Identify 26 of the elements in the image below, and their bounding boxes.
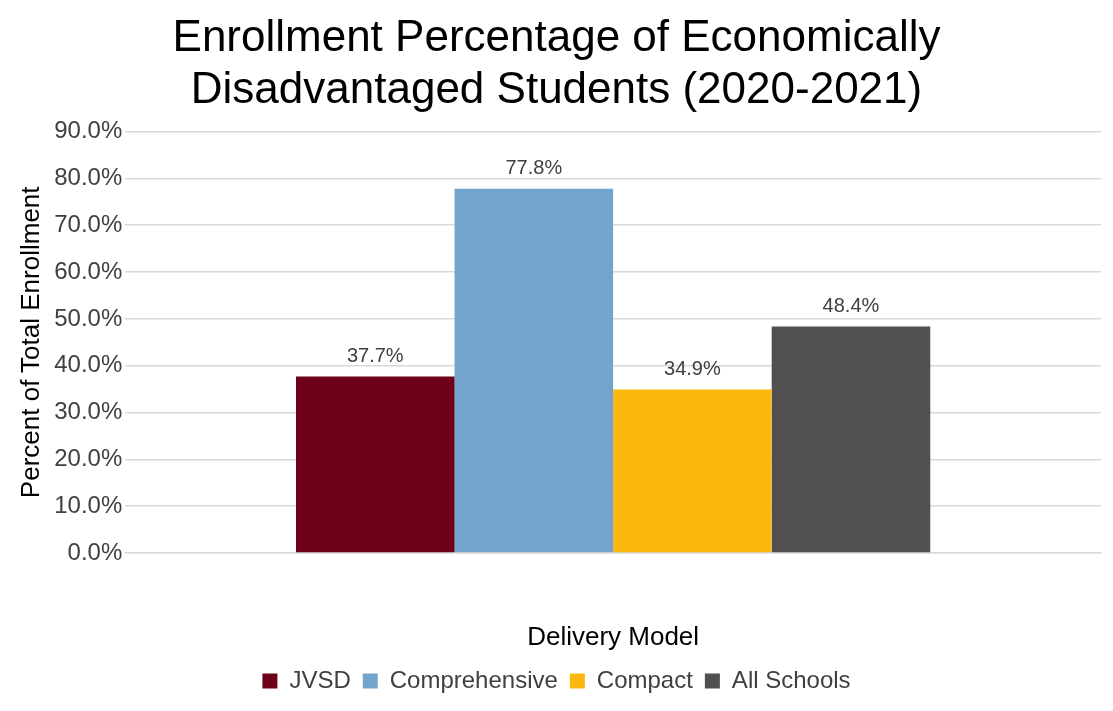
y-tick-label: 50.0% bbox=[54, 303, 123, 331]
y-tick-label: 10.0% bbox=[54, 490, 123, 518]
y-tick-label: 60.0% bbox=[54, 256, 123, 284]
y-tick-label: 90.0% bbox=[54, 116, 123, 144]
y-tick-label: 20.0% bbox=[54, 443, 123, 471]
data-label: 48.4% bbox=[822, 293, 880, 316]
data-label: 34.9% bbox=[664, 357, 721, 380]
bar bbox=[613, 389, 772, 553]
y-tick-label: 80.0% bbox=[54, 163, 123, 191]
data-label: 37.7% bbox=[346, 344, 404, 366]
legend-label: Comprehensive bbox=[389, 665, 558, 693]
y-tick-label: 40.0% bbox=[54, 350, 123, 378]
y-tick-label: 0.0% bbox=[67, 537, 123, 565]
legend-label: JVSD bbox=[289, 665, 351, 693]
bar bbox=[454, 188, 614, 553]
text: Disadvantaged Students (2020-2021) bbox=[190, 63, 923, 113]
data-label: 77.8% bbox=[505, 156, 563, 179]
y-tick-label: 30.0% bbox=[54, 397, 123, 425]
x-axis-title: Delivery Model bbox=[527, 620, 700, 651]
text: Enrollment Percentage of Economically bbox=[172, 10, 941, 60]
bar bbox=[771, 326, 931, 553]
bar bbox=[296, 376, 455, 553]
y-tick-label: 70.0% bbox=[54, 209, 123, 237]
y-axis-title: Percent of Total Enrollment bbox=[14, 185, 45, 499]
legend-label: All Schools bbox=[731, 665, 851, 693]
legend-label: Compact bbox=[596, 665, 694, 693]
